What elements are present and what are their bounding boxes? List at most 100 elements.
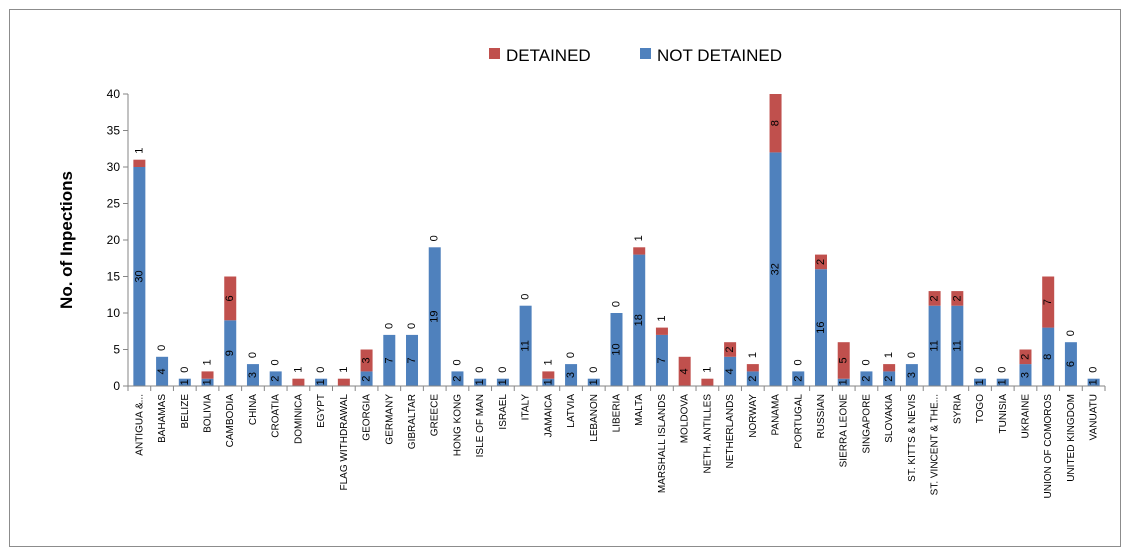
data-label-detained-ukraine: 2 [1019,354,1031,360]
data-label-detained-hong-kong: 0 [451,359,463,365]
x-tick-label-antigua: ANTIGUA &... [134,394,145,456]
x-tick-label-united-kingdom: UNITED KINGDOM [1066,394,1077,482]
data-label-detained-israel: 0 [497,367,509,373]
x-tick-label-syria: SYRIA [952,394,963,424]
bar-not-detained-st-kitts-nevis [905,364,918,386]
data-label-not-detained-ukraine: 3 [1019,372,1031,378]
data-label-detained-netherlands: 2 [724,346,736,352]
data-label-detained-sierra-leone: 5 [838,357,850,363]
data-label-detained-liberia: 0 [611,301,623,307]
x-tick-label-tunisia: TUNISIA [998,394,1009,434]
x-tick-label-union-of-comoros: UNION OF COMOROS [1043,394,1054,499]
data-label-not-detained-liberia: 10 [611,343,623,355]
data-label-not-detained-egypt: 1 [315,379,327,385]
y-tick-label: 40 [107,87,121,101]
data-label-detained-belize: 0 [179,367,191,373]
data-label-not-detained-st-kitts-nevis: 3 [906,372,918,378]
x-tick-label-moldova: MOLDOVA [680,394,691,444]
bar-not-detained-china [246,364,259,386]
data-label-detained-egypt: 0 [315,367,327,373]
x-tick-label-marshall-islands: MARSHALL ISLANDS [657,394,668,493]
y-axis-label: No. of Inpections [57,171,76,309]
bar-not-detained-tunisia [996,378,1009,386]
data-label-detained-malta: 1 [633,235,645,241]
data-label-not-detained-russian: 16 [815,321,827,333]
data-label-detained-russian: 2 [815,259,827,265]
data-label-not-detained-malta: 18 [633,314,645,326]
data-label-not-detained-hong-kong: 2 [451,376,463,382]
bar-detained-slovakia [883,364,896,372]
data-label-detained-portugal: 0 [792,359,804,365]
bar-not-detained-syria [951,305,964,386]
bar-detained-netherlands [724,342,737,357]
x-tick-label-egypt: EGYPT [316,394,327,428]
data-label-not-detained-georgia: 2 [361,376,373,382]
data-label-detained-croatia: 0 [270,359,282,365]
data-label-detained-germany: 0 [383,323,395,329]
data-label-not-detained-isle-of-man: 1 [474,379,486,385]
data-label-not-detained-latvia: 3 [565,372,577,378]
data-label-detained-slovakia: 1 [883,352,895,358]
bar-detained-antigua [133,159,146,167]
bar-detained-norway [746,364,759,372]
bar-not-detained-israel [496,378,509,386]
legend-label-not-detained: NOT DETAINED [657,46,782,65]
bar-not-detained-united-kingdom [1064,342,1077,386]
data-label-detained-greece: 0 [429,235,441,241]
x-tick-label-liberia: LIBERIA [612,394,623,433]
bar-not-detained-latvia [565,364,578,386]
x-tick-label-netherlands: NETHERLANDS [725,394,736,469]
bar-detained-marshall-islands [655,327,668,335]
data-label-not-detained-croatia: 2 [270,376,282,382]
bar-detained-syria [951,291,964,306]
x-tick-label-st-vincent-the: ST. VINCENT & THE... [930,394,941,495]
bar-detained-malta [633,247,646,255]
data-label-not-detained-union-of-comoros: 8 [1042,354,1054,360]
bar-not-detained-marshall-islands [655,334,668,386]
bar-not-detained-norway [746,371,759,386]
data-label-not-detained-bahamas: 4 [156,368,168,374]
data-label-detained-bahamas: 0 [156,345,168,351]
bar-detained-moldova [678,356,691,386]
data-label-detained-bolivia: 1 [202,359,214,365]
x-tick-label-ukraine: UKRAINE [1020,394,1031,439]
bar-not-detained-sierra-leone [837,378,850,386]
bar-detained-neth-antilles [701,378,714,386]
data-label-detained-union-of-comoros: 7 [1042,299,1054,305]
y-tick-label: 35 [107,124,121,138]
data-label-detained-cambodia: 6 [224,295,236,301]
data-label-detained-togo: 0 [974,367,986,373]
x-tick-label-slovakia: SLOVAKIA [884,394,895,443]
bar-not-detained-croatia [269,371,282,386]
bar-not-detained-lebanon [587,378,600,386]
bar-not-detained-gibraltar [406,334,419,386]
y-tick-label: 0 [113,379,120,393]
x-tick-label-latvia: LATVIA [566,394,577,428]
data-label-not-detained-st-vincent-the: 11 [929,340,941,351]
bar-detained-flag-withdrawal [337,378,350,386]
x-tick-label-vanuatu: VANUATU [1089,394,1100,440]
x-tick-label-dominica: DOMINICA [293,394,304,444]
bar-not-detained-belize [178,378,191,386]
data-label-not-detained-jamaica: 1 [542,379,554,385]
data-label-detained-st-kitts-nevis: 0 [906,352,918,358]
bar-not-detained-ukraine [1019,364,1032,386]
data-label-detained-singapore: 0 [860,359,872,365]
bar-not-detained-slovakia [883,371,896,386]
x-tick-label-italy: ITALY [521,394,532,421]
data-label-not-detained-portugal: 2 [792,376,804,382]
bar-detained-ukraine [1019,349,1032,365]
x-tick-label-croatia: CROATIA [271,394,282,438]
data-label-not-detained-cambodia: 9 [224,350,236,356]
x-tick-label-bolivia: BOLIVIA [203,394,214,433]
data-label-detained-dominica: 1 [292,367,304,373]
data-label-not-detained-vanuatu: 1 [1088,379,1100,385]
x-axis: ANTIGUA &... BAHAMAS BELIZE BOLIVIA CAMBODIA… [127,385,1106,499]
bar-not-detained-germany [383,334,396,386]
x-tick-label-norway: NORWAY [748,394,759,438]
bar-not-detained-antigua [133,167,146,386]
data-label-detained-norway: 1 [747,352,759,358]
bar-not-detained-singapore [860,371,873,386]
